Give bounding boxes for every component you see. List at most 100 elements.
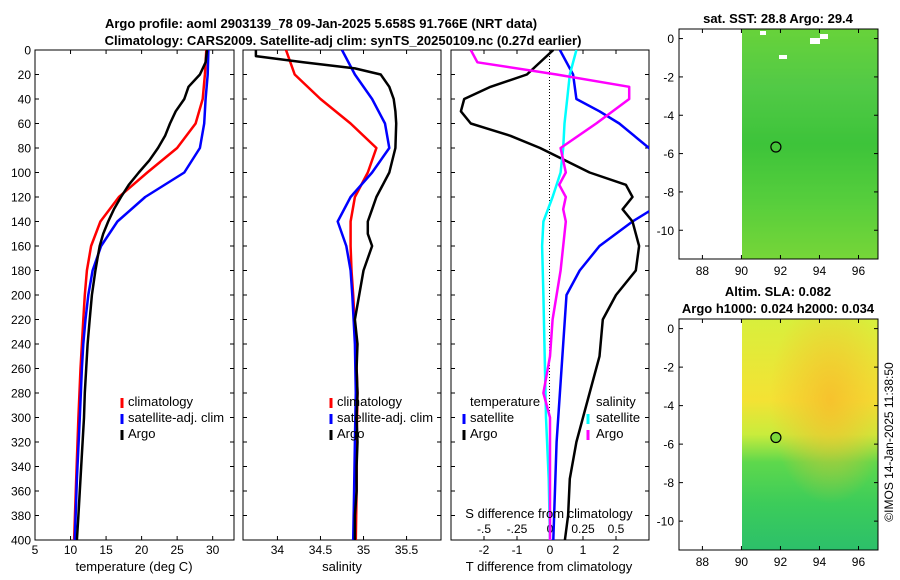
x-tick-label: -1 (512, 543, 523, 557)
y-tick-label: 200 (11, 289, 31, 303)
x-tick-label: 20 (135, 543, 149, 557)
sla-map-frame (678, 318, 879, 551)
sst-field (742, 29, 878, 259)
x-tick-label: 15 (99, 543, 113, 557)
x-tick-label: 34 (271, 543, 285, 557)
map-y-tick-label: -4 (663, 109, 674, 123)
map-x-tick-label: 94 (813, 555, 827, 569)
t-difference-xlabel: T difference from climatology (466, 559, 633, 574)
legend-t-satellite-label: satellite (470, 410, 514, 425)
sst-missing-data (779, 55, 787, 59)
map-x-tick-label: 92 (774, 264, 788, 278)
x-tick-label: 0 (547, 543, 554, 557)
x-tick-label: 0.5 (608, 522, 625, 536)
legend-argo-label: Argo (128, 426, 155, 441)
argo-float-marker (770, 431, 782, 444)
series-line-salinity-argo (469, 50, 631, 540)
map-y-tick-label: 0 (667, 322, 674, 336)
x-tick-label: 1 (580, 543, 587, 557)
y-tick-label: 40 (18, 93, 32, 107)
series-line-argo (254, 50, 398, 540)
map-x-tick-label: 90 (735, 264, 749, 278)
map-y-tick-label: -8 (663, 185, 674, 199)
difference-panel: -2 -1 0 1 2 -.5 -.25 0 0.25 0.5 S difference fro… (450, 49, 650, 574)
temperature-panel: 0 20 40 60 80 100 120 140 160 180 200 220 240 260 280 3… (11, 44, 235, 574)
sst-missing-data (820, 34, 828, 39)
y-tick-label: 120 (11, 191, 31, 205)
y-tick-label: 220 (11, 313, 31, 327)
temperature-lines (72, 50, 210, 540)
x-tick-label: -.25 (507, 522, 528, 536)
x-tick-label: 25 (170, 543, 184, 557)
depth-axis: 0 20 40 60 80 100 120 140 160 180 200 220 240 260 280 3… (11, 44, 234, 548)
difference-depth-ticks (451, 49, 649, 541)
map-y-tick-label: -2 (663, 361, 674, 375)
salinity-axes (242, 49, 442, 541)
x-tick-label: 34.5 (309, 543, 333, 557)
map-y-tick-label: -10 (657, 224, 675, 238)
map-x-tick-label: 92 (774, 555, 788, 569)
y-tick-label: 20 (18, 68, 32, 82)
legend-t-argo-label: Argo (470, 426, 497, 441)
map-x-tick-label: 88 (696, 264, 710, 278)
sla-map-ticks: 88 90 92 94 96 0 -2 -4 -6 -8 -10 (657, 319, 878, 569)
temperature-axes (34, 49, 235, 541)
map-y-tick-label: -6 (663, 147, 674, 161)
map-x-tick-label: 88 (696, 555, 710, 569)
y-tick-label: 0 (24, 44, 31, 58)
series-line-temperature-argo (459, 50, 641, 540)
map-y-tick-label: -4 (663, 399, 674, 413)
y-tick-label: 400 (11, 534, 31, 548)
map-y-tick-label: -6 (663, 438, 674, 452)
x-tick-label: 0.25 (571, 522, 595, 536)
y-tick-label: 180 (11, 264, 31, 278)
difference-legend: temperature salinity satellite Argo sate… (462, 394, 640, 441)
map-y-tick-label: -2 (663, 70, 674, 84)
imos-watermark: ©IMOS 14-Jan-2025 11:38:50 (882, 362, 896, 522)
legend-satellite-label: satellite-adj. clim (337, 410, 433, 425)
legend-satellite-label: satellite-adj. clim (128, 410, 224, 425)
y-tick-label: 360 (11, 485, 31, 499)
map-y-tick-label: -10 (657, 515, 675, 529)
map-x-tick-label: 94 (813, 264, 827, 278)
salinity-xlabel: salinity (322, 559, 362, 574)
temperature-legend: climatology satellite-adj. clim Argo (120, 394, 224, 441)
difference-lines (459, 50, 649, 540)
figure-title-line2: Climatology: CARS2009. Satellite-adj cli… (105, 33, 582, 48)
x-tick-label: 35 (357, 543, 371, 557)
map-y-tick-label: 0 (667, 32, 674, 46)
sst-map-frame (678, 28, 879, 260)
legend-s-satellite-label: satellite (596, 410, 640, 425)
sst-missing-data (810, 38, 820, 44)
x-tick-label: -.5 (477, 522, 491, 536)
s-difference-xlabel: S difference from climatology (465, 506, 633, 521)
series-line-salinity-satellite (540, 50, 578, 540)
series-line-climatology (72, 50, 208, 540)
sst-field-shade (742, 29, 878, 259)
map-x-tick-label: 96 (852, 264, 866, 278)
y-tick-label: 380 (11, 509, 31, 523)
x-tick-label: 35.5 (395, 543, 419, 557)
sla-map-subtitle: Argo h1000: 0.024 h2000: 0.034 (682, 301, 875, 316)
x-tick-label: 10 (64, 543, 78, 557)
x-tick-label: 2 (613, 543, 620, 557)
temperature-x-axis: 5 10 15 20 25 30 (32, 50, 220, 557)
salinity-legend: climatology satellite-adj. clim Argo (329, 394, 433, 441)
salinity-depth-ticks (243, 49, 441, 541)
y-tick-label: 100 (11, 166, 31, 180)
salinity-panel: 34 34.5 35 35.5 salinity climatology satell… (242, 49, 442, 574)
y-tick-label: 320 (11, 436, 31, 450)
figure-title-line1: Argo profile: aoml 2903139_78 09-Jan-202… (105, 16, 537, 31)
y-tick-label: 240 (11, 338, 31, 352)
legend-climatology-label: climatology (128, 394, 194, 409)
legend-salinity-header: salinity (596, 394, 636, 409)
sst-map-panel: sat. SST: 28.8 Argo: 29.4 88 90 92 94 96 0 -2 -… (657, 11, 879, 278)
series-line-temperature-satellite (552, 50, 649, 540)
sst-map-title: sat. SST: 28.8 Argo: 29.4 (703, 11, 854, 26)
x-tick-label: 30 (206, 543, 220, 557)
y-tick-label: 340 (11, 460, 31, 474)
x-tick-label: 5 (32, 543, 39, 557)
map-x-tick-label: 90 (735, 555, 749, 569)
y-tick-label: 80 (18, 142, 32, 156)
